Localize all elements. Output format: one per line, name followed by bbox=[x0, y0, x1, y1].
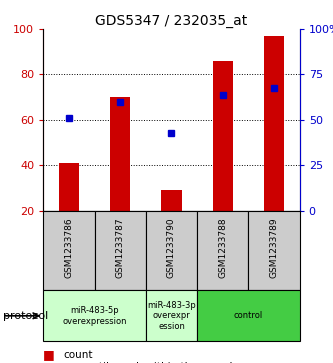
Bar bbox=[59, 163, 79, 211]
Text: miR-483-5p
overexpression: miR-483-5p overexpression bbox=[62, 306, 127, 326]
FancyBboxPatch shape bbox=[197, 211, 248, 290]
Text: percentile rank within the sample: percentile rank within the sample bbox=[63, 362, 239, 363]
Text: GSM1233788: GSM1233788 bbox=[218, 217, 227, 278]
Title: GDS5347 / 232035_at: GDS5347 / 232035_at bbox=[95, 14, 248, 28]
FancyBboxPatch shape bbox=[146, 290, 197, 341]
FancyBboxPatch shape bbox=[43, 211, 95, 290]
Text: GSM1233789: GSM1233789 bbox=[269, 217, 279, 278]
Text: GSM1233786: GSM1233786 bbox=[64, 217, 74, 278]
Bar bbox=[264, 36, 284, 211]
Text: ■: ■ bbox=[43, 360, 55, 363]
FancyBboxPatch shape bbox=[197, 290, 300, 341]
FancyBboxPatch shape bbox=[95, 211, 146, 290]
Bar bbox=[161, 190, 182, 211]
Bar bbox=[110, 97, 131, 211]
Text: control: control bbox=[234, 311, 263, 320]
Text: protocol: protocol bbox=[3, 311, 49, 321]
Text: ■: ■ bbox=[43, 348, 55, 361]
Text: GSM1233790: GSM1233790 bbox=[167, 217, 176, 278]
FancyBboxPatch shape bbox=[146, 211, 197, 290]
Text: miR-483-3p
overexpr
ession: miR-483-3p overexpr ession bbox=[147, 301, 196, 331]
Text: count: count bbox=[63, 350, 93, 360]
FancyBboxPatch shape bbox=[43, 290, 146, 341]
Text: GSM1233787: GSM1233787 bbox=[116, 217, 125, 278]
Bar bbox=[212, 61, 233, 211]
FancyBboxPatch shape bbox=[248, 211, 300, 290]
